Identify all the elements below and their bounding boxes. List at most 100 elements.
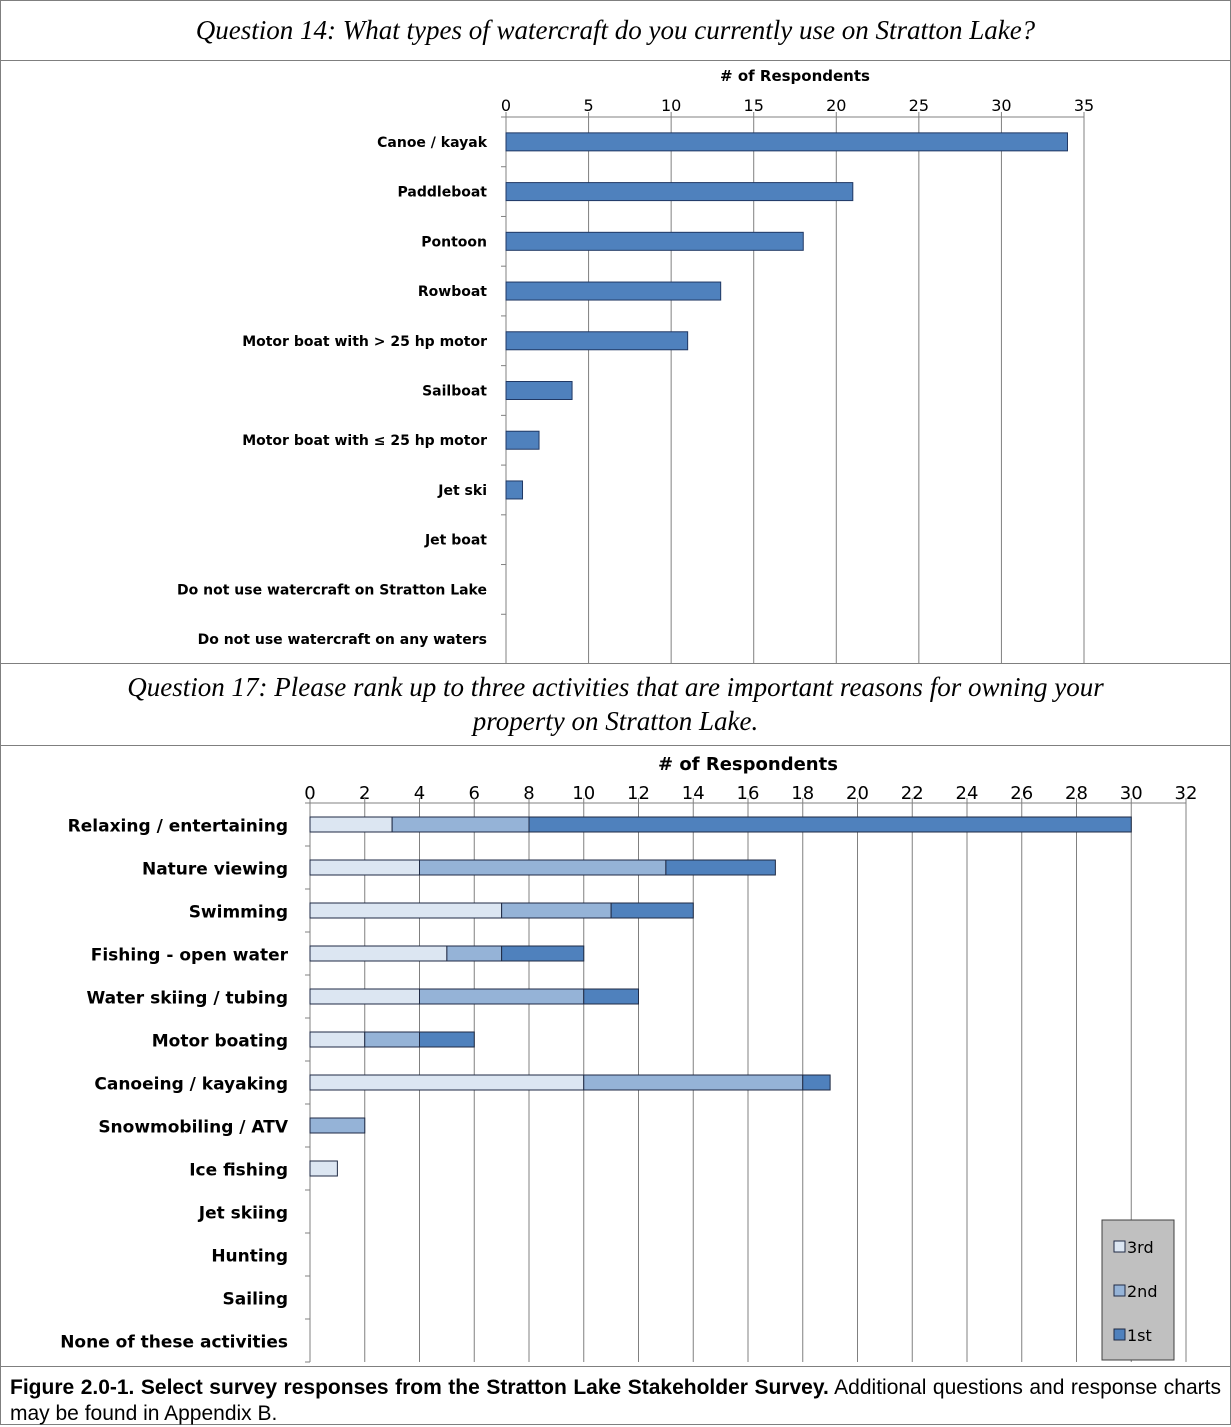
category-label: Nature viewing (142, 860, 288, 880)
x-axis-title: # of Respondents (720, 67, 870, 85)
category-label: Rowboat (418, 284, 487, 300)
q14-title: Question 14: What types of watercraft do… (195, 15, 1036, 45)
figure-caption: Figure 2.0-1. Select survey responses fr… (10, 1375, 1221, 1427)
bar (505, 430, 540, 450)
category-label: Motor boat with ≤ 25 hp motor (242, 433, 487, 449)
category-label: Sailboat (422, 384, 487, 400)
x-tick-label: 32 (1175, 783, 1198, 804)
divider-q14-title (0, 60, 1231, 61)
bar (505, 231, 804, 251)
bar-segment-1st (419, 1031, 475, 1048)
category-label: Ice fishing (189, 1161, 288, 1181)
category-label: Swimming (189, 903, 288, 923)
bar (505, 480, 524, 500)
x-tick-label: 20 (846, 783, 869, 804)
legend-swatch (1113, 1284, 1126, 1297)
bar-segment-2nd (419, 859, 667, 876)
bar (505, 381, 573, 400)
x-tick-label: 16 (737, 783, 760, 804)
category-label: Do not use watercraft on Stratton Lake (177, 582, 487, 598)
bar-segment-1st (528, 816, 1132, 833)
bar-segment-2nd (391, 816, 530, 833)
category-label: Fishing - open water (91, 946, 289, 966)
bar-segment-2nd (583, 1074, 804, 1091)
category-label: Hunting (211, 1247, 288, 1267)
divider-caption (0, 1366, 1231, 1367)
x-tick-label: 2 (359, 783, 370, 804)
bar-segment-3rd (309, 902, 503, 919)
x-tick-label: 14 (682, 783, 705, 804)
bar-segment-3rd (309, 1074, 585, 1091)
x-axis-title: # of Respondents (658, 754, 838, 775)
x-tick-label: 10 (661, 96, 681, 115)
x-tick-label: 28 (1065, 783, 1088, 804)
x-tick-label: 18 (791, 783, 814, 804)
bar-segment-1st (501, 945, 585, 962)
bar (505, 182, 854, 202)
category-label: None of these activities (60, 1333, 288, 1353)
bar (505, 132, 1068, 152)
bar-segment-3rd (309, 1160, 338, 1177)
bar-segment-1st (610, 902, 694, 919)
x-tick-label: 35 (1074, 96, 1094, 115)
category-label: Pontoon (421, 234, 487, 250)
divider-q17-title (0, 663, 1231, 664)
x-tick-label: 12 (627, 783, 650, 804)
bar-segment-3rd (309, 988, 420, 1005)
x-tick-label: 30 (991, 96, 1011, 115)
x-tick-label: 15 (744, 96, 764, 115)
category-label: Relaxing / entertaining (68, 817, 288, 837)
x-tick-label: 8 (523, 783, 534, 804)
bar-segment-2nd (419, 988, 585, 1005)
bar-segment-3rd (309, 945, 448, 962)
x-tick-label: 25 (909, 96, 929, 115)
x-tick-label: 0 (501, 96, 511, 115)
category-label: Motor boat with > 25 hp motor (242, 334, 487, 350)
legend-label: 2nd (1127, 1282, 1157, 1301)
x-tick-label: 24 (956, 783, 979, 804)
category-label: Canoe / kayak (377, 135, 488, 151)
bar-segment-2nd (501, 902, 612, 919)
bar-segment-1st (802, 1074, 831, 1091)
category-label: Paddleboat (398, 185, 488, 201)
category-label: Motor boating (152, 1032, 288, 1052)
x-tick-label: 10 (572, 783, 595, 804)
x-tick-label: 20 (826, 96, 846, 115)
x-tick-label: 6 (469, 783, 480, 804)
q17-title-line2: property on Stratton Lake. (472, 706, 759, 736)
category-label: Water skiing / tubing (87, 989, 288, 1009)
watercraft-bar-chart: # of Respondents 0 5 10 15 20 25 30 35 Canoe / ka… (177, 67, 1094, 664)
category-label: Jet ski (437, 483, 487, 499)
bar-segment-1st (583, 988, 639, 1005)
legend-label: 3rd (1127, 1238, 1154, 1257)
bar-segment-3rd (309, 1031, 366, 1048)
category-label: Jet boat (424, 533, 487, 549)
caption-bold: Figure 2.0-1. Select survey responses fr… (10, 1376, 829, 1399)
legend-swatch (1113, 1328, 1126, 1341)
legend-label: 1st (1127, 1326, 1152, 1345)
bar-segment-2nd (446, 945, 503, 962)
bar-segment-3rd (309, 816, 393, 833)
x-tick-label: 30 (1120, 783, 1143, 804)
x-tick-label: 26 (1010, 783, 1033, 804)
bar-segment-2nd (309, 1117, 366, 1134)
category-label: Jet skiing (198, 1204, 288, 1224)
bar (505, 331, 689, 351)
divider-q17-chart (0, 745, 1231, 746)
category-label: Sailing (223, 1290, 288, 1310)
legend-swatch (1113, 1240, 1126, 1253)
bar-segment-1st (665, 859, 776, 876)
x-tick-label: 5 (583, 96, 593, 115)
caption-rest: Additional questions and response charts… (10, 1376, 1221, 1425)
x-tick-label: 4 (414, 783, 425, 804)
bar-segment-2nd (364, 1031, 420, 1048)
x-tick-label: 0 (304, 783, 315, 804)
q17-title-line1: Question 17: Please rank up to three act… (127, 672, 1104, 702)
x-tick-label: 22 (901, 783, 924, 804)
category-label: Do not use watercraft on any waters (198, 632, 487, 648)
bar (505, 281, 722, 301)
bar-segment-3rd (309, 859, 420, 876)
category-label: Snowmobiling / ATV (98, 1118, 289, 1138)
category-label: Canoeing / kayaking (94, 1075, 288, 1095)
